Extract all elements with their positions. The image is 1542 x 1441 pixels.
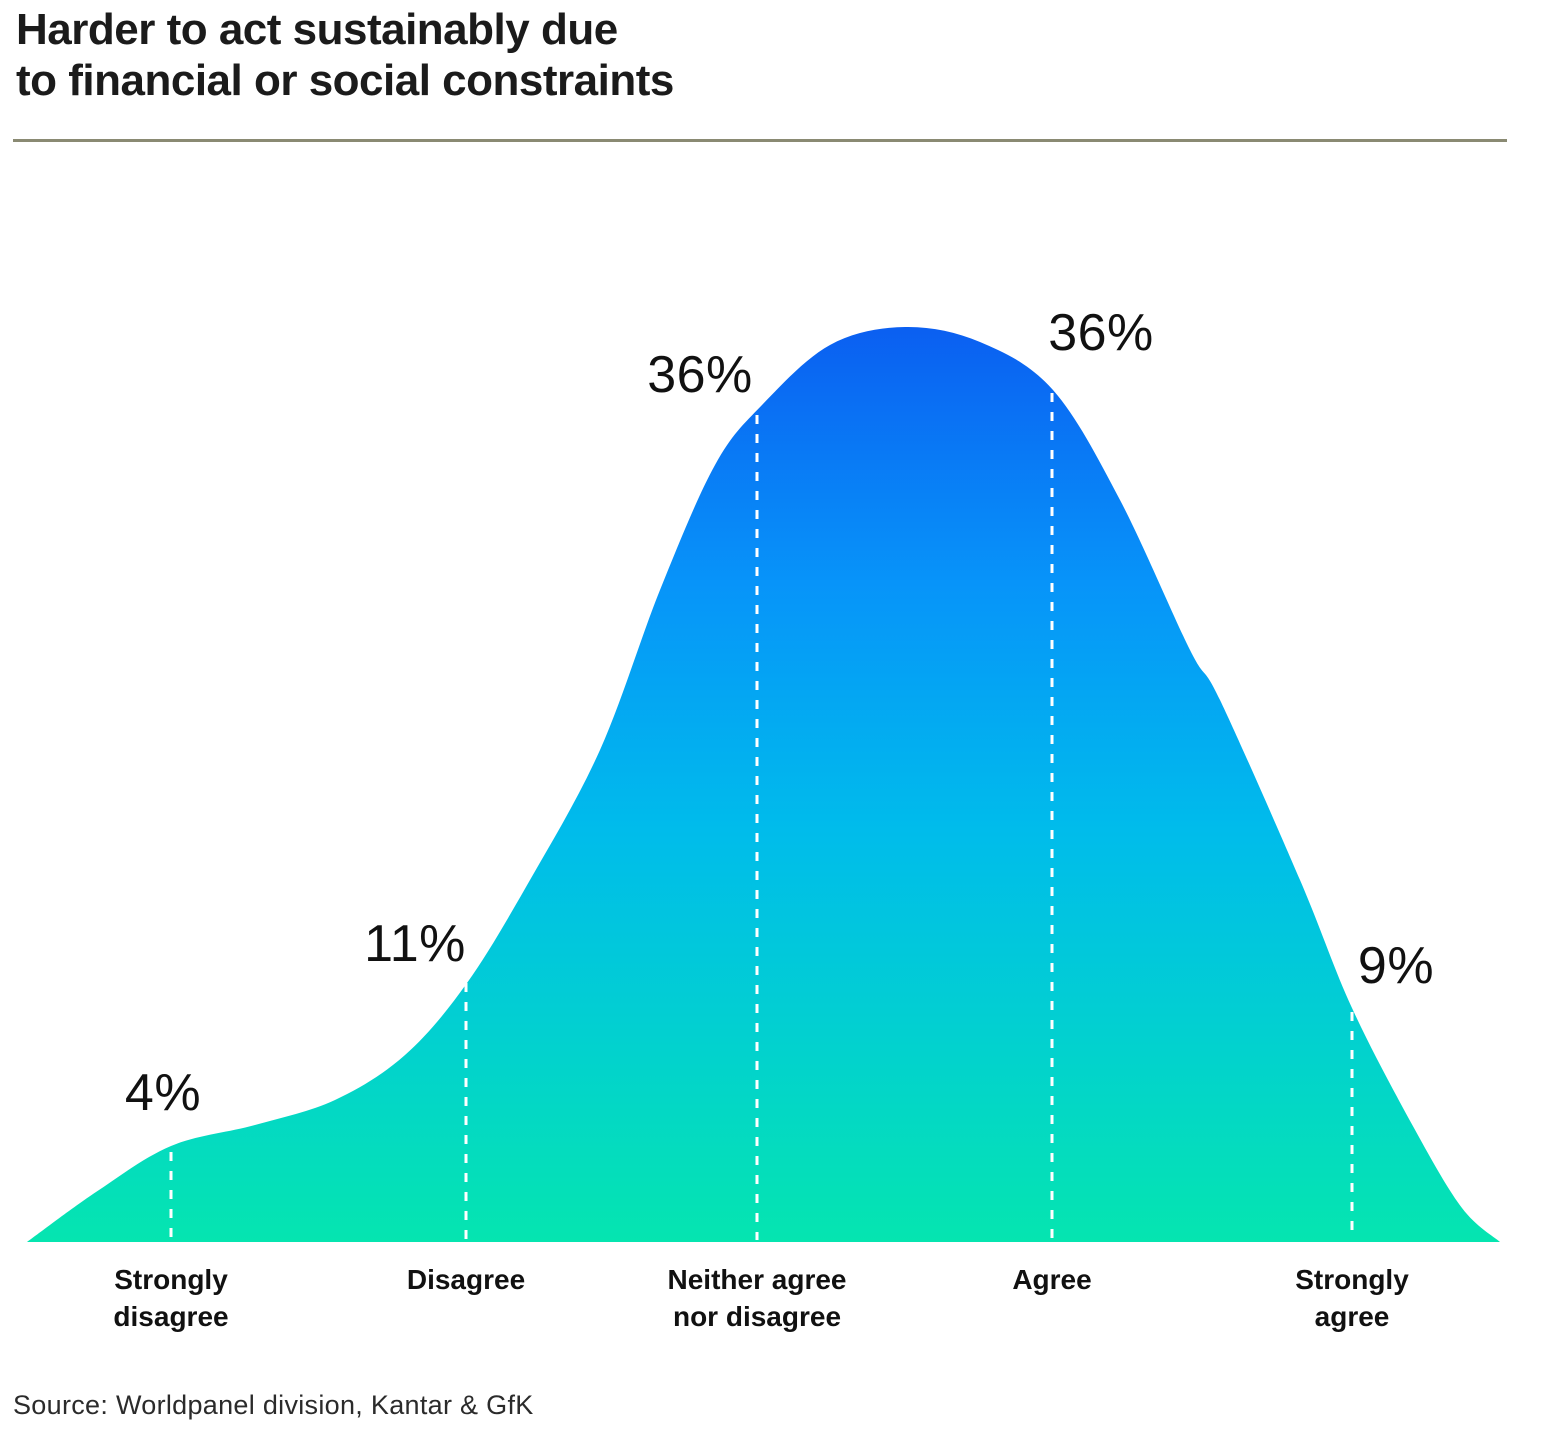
distribution-area [27, 326, 1500, 1242]
value-label-strongly-agree: 9% [1357, 937, 1435, 995]
page-title: Harder to act sustainably due to financi… [16, 5, 674, 105]
category-label-strongly-disagree: Strongly disagree [113, 1264, 229, 1332]
category-label-neither: Neither agree nor disagree [667, 1264, 847, 1332]
category-label-strongly-agree: Strongly agree [1295, 1264, 1409, 1332]
title-divider [13, 139, 1507, 142]
value-label-agree: 36% [1048, 304, 1154, 362]
category-guide-lines [169, 393, 1354, 1240]
source-note: Source: Worldpanel division, Kantar & Gf… [13, 1390, 534, 1420]
category-label-agree: Agree [1012, 1264, 1092, 1295]
category-label-disagree: Disagree [406, 1264, 526, 1295]
value-label-neither: 36% [647, 346, 753, 404]
value-label-strongly-disagree: 4% [124, 1064, 202, 1122]
value-label-disagree: 11% [364, 915, 466, 973]
